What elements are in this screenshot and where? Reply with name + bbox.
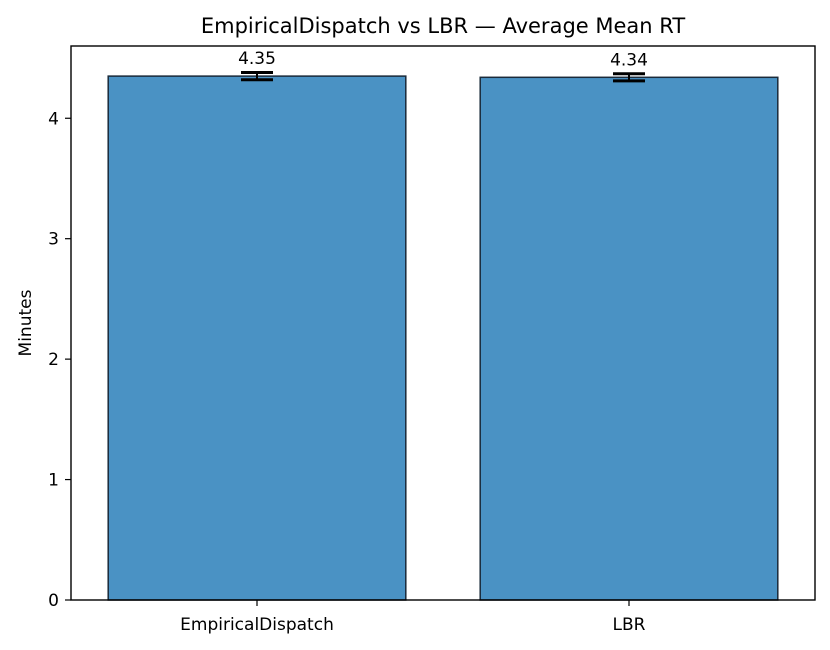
data-label-1: 4.34 xyxy=(610,50,648,70)
chart-title: EmpiricalDispatch vs LBR — Average Mean … xyxy=(201,14,685,38)
y-tick-label-2: 2 xyxy=(48,350,59,370)
y-tick-label-3: 3 xyxy=(48,230,59,250)
error-bars-layer xyxy=(241,70,645,83)
data-labels-layer: 4.35 4.34 xyxy=(238,49,648,70)
bars-layer xyxy=(107,75,779,601)
bar-1 xyxy=(479,76,779,601)
y-tick-label-0: 0 xyxy=(48,591,59,611)
bar-0 xyxy=(107,75,407,601)
plot-frame xyxy=(70,45,816,601)
x-axis: EmpiricalDispatch LBR xyxy=(180,600,646,635)
y-axis-label: Minutes xyxy=(16,289,36,356)
x-tick-label-1: LBR xyxy=(613,615,646,635)
x-tick-label-0: EmpiricalDispatch xyxy=(180,615,334,635)
y-tick-label-4: 4 xyxy=(48,109,59,129)
y-axis: 0 1 2 3 4 xyxy=(48,109,71,611)
data-label-0: 4.35 xyxy=(238,49,276,69)
y-tick-label-1: 1 xyxy=(48,471,59,491)
